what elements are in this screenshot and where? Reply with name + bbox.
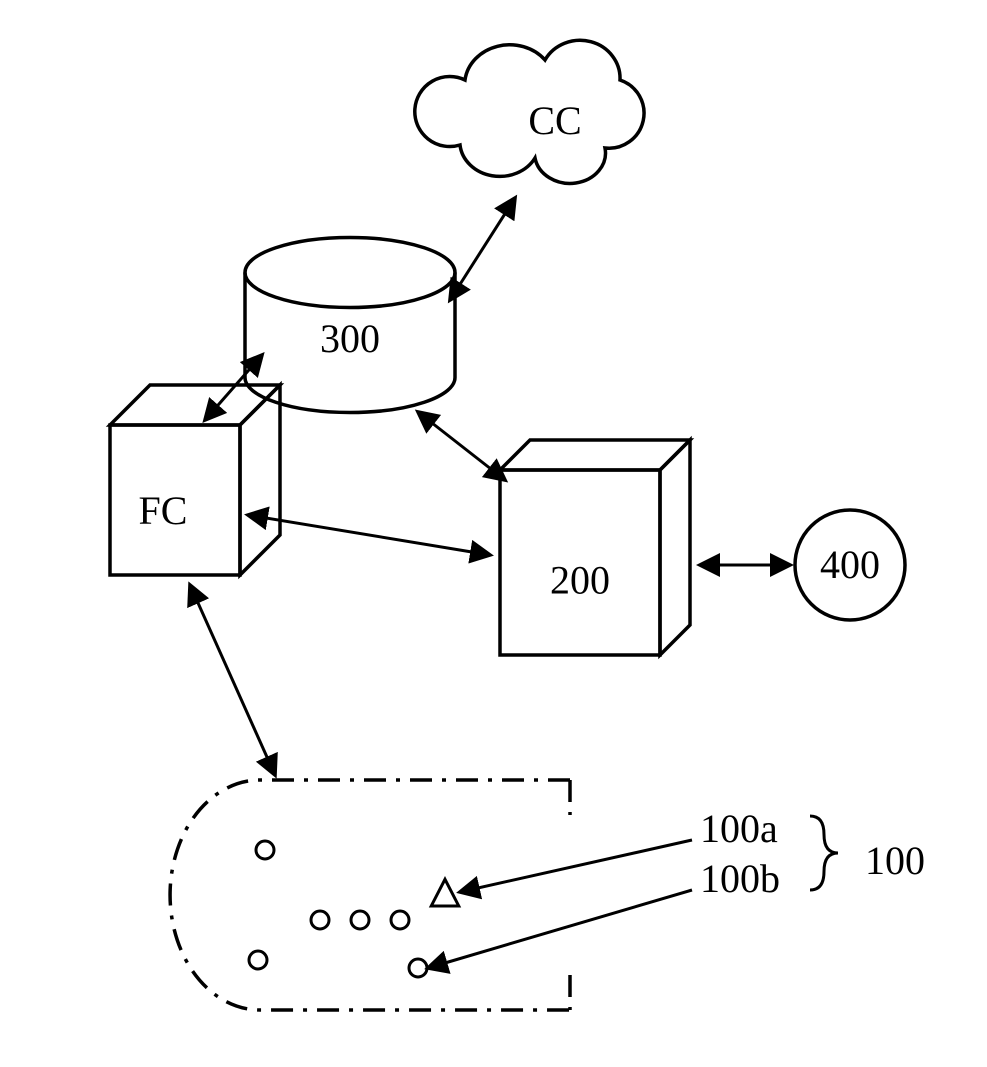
label-100b: 100b [700, 856, 780, 901]
box-top [500, 440, 690, 470]
sensor-circle-4 [249, 951, 267, 969]
sensor-circle-3 [391, 911, 409, 929]
region-outline [170, 780, 570, 1010]
leader-100a [460, 840, 692, 892]
cylinder-bottom [245, 378, 455, 413]
box-label: 200 [550, 558, 610, 603]
sensor-circle-0 [256, 841, 274, 859]
cylinder-label: 300 [320, 316, 380, 361]
label-100: 100 [865, 838, 925, 883]
sensor-circle-2 [351, 911, 369, 929]
edge-box-cylinder [418, 412, 505, 480]
cube-label: FC [139, 488, 188, 533]
cylinder-top [245, 238, 455, 308]
sensor-circle-5 [409, 959, 427, 977]
edge-cube-region [190, 585, 275, 775]
brace-100 [810, 816, 838, 890]
diagram: CC 300 FC 200 400 100a 100b 100 [0, 0, 987, 1067]
sensor-circle-1 [311, 911, 329, 929]
cloud-label: CC [528, 98, 581, 143]
edge-cube-box [248, 515, 490, 555]
circle-label: 400 [820, 542, 880, 587]
leader-100b [428, 890, 692, 968]
edge-cylinder-cloud [450, 198, 515, 300]
cube-right [240, 385, 280, 575]
sensor-triangle [431, 879, 459, 906]
label-100a: 100a [700, 806, 778, 851]
box-right [660, 440, 690, 655]
